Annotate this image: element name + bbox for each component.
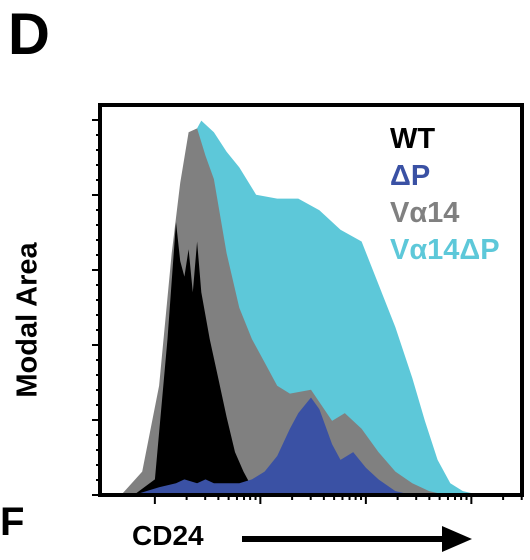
- legend: WT ΔP Vα14 Vα14ΔP: [390, 123, 500, 266]
- panel-label: D: [8, 2, 50, 67]
- next-panel-fragment: F: [0, 500, 25, 544]
- legend-item-dp: ΔP: [390, 160, 430, 192]
- legend-item-wt: WT: [390, 123, 435, 155]
- x-axis-label: CD24: [132, 520, 204, 551]
- plot-frame: [98, 103, 524, 497]
- series-layer: [121, 120, 480, 495]
- legend-item-va14: Vα14: [390, 197, 459, 229]
- legend-item-va14dp: Vα14ΔP: [390, 234, 500, 266]
- arrow-head: [442, 526, 472, 552]
- series-area-3: [133, 397, 413, 495]
- x-axis-arrow: [242, 526, 472, 552]
- series-area-2: [133, 222, 261, 495]
